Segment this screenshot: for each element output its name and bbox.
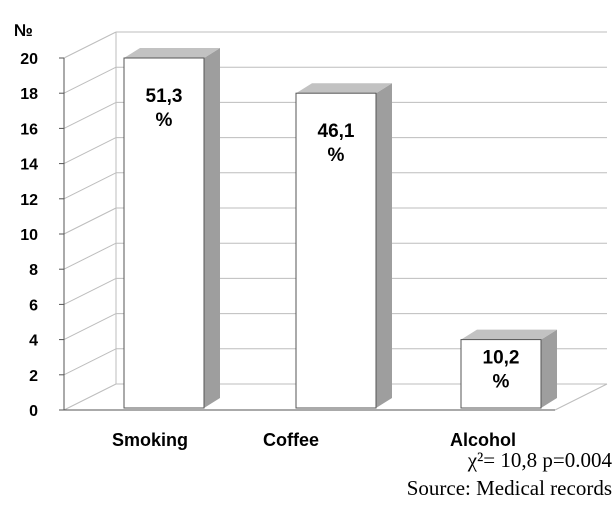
x-tick-label: Smoking — [112, 430, 188, 450]
y-tick-label: 4 — [29, 333, 38, 350]
chi-square-stats: χ²= 10,8 p=0.004 — [467, 448, 612, 472]
gridline-diagonal — [63, 137, 117, 165]
gridline-diagonal — [63, 242, 117, 270]
floor-edge-left — [63, 383, 117, 411]
y-axis-title: № — [14, 21, 33, 40]
bar-side — [204, 48, 220, 408]
y-tick-label: 20 — [20, 51, 38, 68]
chart-axes — [59, 57, 555, 411]
x-tick-label: Alcohol — [450, 430, 516, 450]
bar-top — [461, 329, 557, 340]
y-tick-label: 18 — [20, 86, 38, 103]
y-tick-label: 0 — [29, 403, 38, 420]
y-tick-label: 8 — [29, 262, 38, 279]
y-tick-label: 6 — [29, 297, 38, 314]
y-tick-label: 16 — [20, 121, 38, 138]
bar-side — [541, 329, 557, 408]
bar-top — [296, 83, 392, 94]
gridline-diagonal — [63, 348, 117, 376]
data-label: 51,3 — [146, 86, 183, 107]
gridline-diagonal — [63, 313, 117, 341]
bars — [123, 48, 557, 409]
gridline-diagonal — [63, 101, 117, 129]
y-tick-label: 2 — [29, 368, 38, 385]
gridline-diagonal — [63, 207, 117, 235]
bar-top — [124, 48, 220, 58]
source-note: Source: Medical records — [406, 476, 612, 500]
gridline-diagonal — [63, 277, 117, 305]
data-label: 46,1 — [318, 121, 355, 142]
y-tick-label: 10 — [20, 227, 38, 244]
gridline-diagonal — [63, 66, 117, 94]
x-tick-label: Coffee — [263, 430, 319, 450]
bar — [460, 339, 542, 409]
data-label: % — [493, 372, 510, 393]
gridline-diagonal — [63, 172, 117, 200]
data-label: % — [156, 110, 173, 131]
gridline-diagonal — [63, 31, 117, 59]
bar — [123, 57, 205, 409]
y-tick-label: 14 — [20, 157, 38, 174]
chart-labels: 0 2 4 6 8 10 12 14 16 18 20 № 51,3% Smoking 46,1% Coffe… — [14, 21, 519, 450]
data-label: 10,2 — [483, 348, 520, 369]
bar-side — [376, 83, 392, 408]
floor-edge-right — [554, 383, 608, 411]
data-label: % — [328, 145, 345, 166]
bar — [295, 92, 377, 409]
y-tick-label: 12 — [20, 192, 38, 209]
